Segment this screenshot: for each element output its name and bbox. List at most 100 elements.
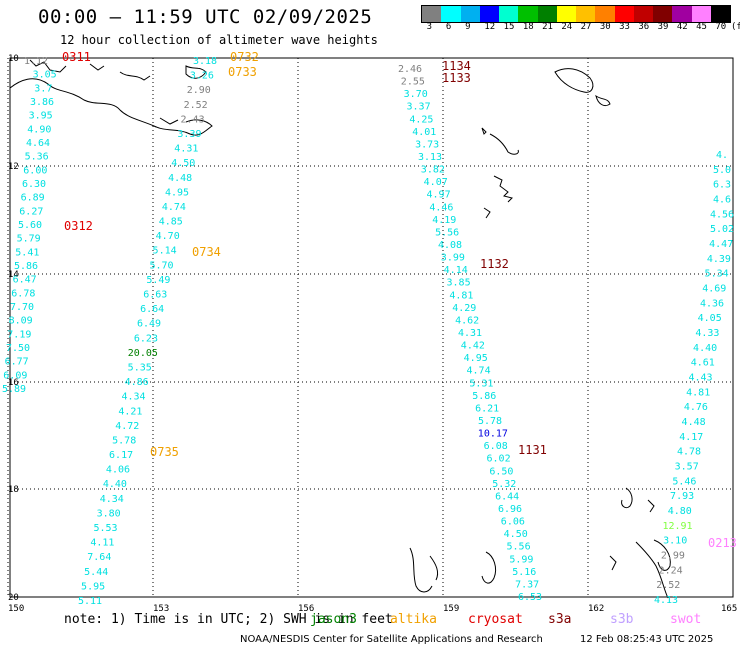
- colorbar-tick-label: 27: [580, 22, 592, 32]
- wave-height-value: 7.19: [7, 329, 31, 340]
- pass-time-label: 1131: [518, 443, 547, 457]
- wave-height-value: 6.27: [19, 206, 43, 217]
- wave-height-value: 5.78: [478, 416, 502, 427]
- island-coastline: [481, 551, 497, 584]
- colorbar-tick-label: 70: [715, 22, 727, 32]
- wave-height-value: 4.74: [162, 202, 186, 213]
- wave-height-value: 6.06: [501, 517, 525, 528]
- wave-height-value: 6.02: [487, 454, 511, 465]
- island-coastline: [483, 207, 491, 219]
- track-0732: 3.18 3.26 2.90 2.52 2.43 3.39 4.31 4.50 4.48 4.95…: [78, 56, 217, 607]
- longitude-label: 165: [721, 604, 737, 614]
- wave-height-value: 4.40: [693, 343, 717, 354]
- wave-height-value: 3.57: [675, 462, 699, 473]
- wave-height-value: 2.55: [401, 77, 425, 88]
- wave-height-value: 6.77: [5, 357, 29, 368]
- wave-height-value: 4.42: [461, 341, 485, 352]
- wave-height-colorbar: [421, 5, 731, 23]
- wave-height-value: 5.56: [435, 227, 459, 238]
- wave-height-value: 4.06: [106, 465, 130, 476]
- wave-height-value: 4.40: [103, 479, 127, 490]
- wave-height-value: 5.02: [710, 224, 734, 235]
- generated-timestamp: 12 Feb 08:25:43 UTC 2025: [580, 634, 714, 645]
- wave-height-value: 4.56: [710, 209, 734, 220]
- pass-time-label: 0732: [230, 50, 259, 64]
- wave-height-value: 5.34: [705, 269, 729, 280]
- wave-height-value: 4.76: [684, 402, 708, 413]
- wave-height-value: 3.26: [190, 71, 214, 82]
- wave-height-value: 6.30: [22, 179, 46, 190]
- wave-height-value: 6.53: [518, 592, 542, 603]
- wave-height-value: 7.50: [6, 343, 30, 354]
- latitude-label: 18: [8, 485, 19, 495]
- wave-height-value: 5.0: [713, 165, 731, 176]
- wave-height-value: 6.23: [134, 333, 158, 344]
- wave-height-value: 2.46: [398, 64, 422, 75]
- wave-height-value: 4.69: [702, 284, 726, 295]
- chart-title: 00:00 – 11:59 UTC 02/09/2025: [38, 6, 373, 28]
- wave-height-value: 4.07: [424, 177, 448, 188]
- wave-height-value: 5.11: [78, 596, 102, 607]
- wave-height-value: 4.46: [429, 202, 453, 213]
- wave-height-value: 5.89: [2, 384, 26, 395]
- colorbar-swatch: [441, 6, 461, 22]
- wave-height-value: 6.96: [498, 504, 522, 515]
- wave-height-value: 4.62: [455, 315, 479, 326]
- wave-height-value: 6.78: [11, 288, 35, 299]
- island-coastline: [159, 117, 179, 125]
- wave-height-value: 4.29: [452, 303, 476, 314]
- longitude-label: 162: [588, 604, 604, 614]
- wave-height-value: 4.25: [409, 114, 433, 125]
- legend-item-jason3: jason3: [310, 612, 357, 627]
- wave-height-value: 5.44: [84, 567, 108, 578]
- wave-height-value: 6.50: [489, 466, 513, 477]
- wave-height-value: 5.36: [25, 152, 49, 163]
- legend-item-s3a: s3a: [548, 612, 572, 627]
- latitude-label: 12: [8, 162, 19, 172]
- colorbar-swatch: [710, 6, 730, 22]
- wave-height-value: 6.49: [137, 319, 161, 330]
- pass-time-label: 0312: [64, 219, 93, 233]
- wave-height-value: 6.63: [143, 290, 167, 301]
- footer-note: note: 1) Time is in UTC; 2) SWH is in fe…: [64, 612, 393, 627]
- latitude-label: 14: [8, 270, 19, 280]
- wave-height-value: 4.05: [698, 313, 722, 324]
- island-coastline: [621, 487, 633, 509]
- island-coastline: [9, 78, 213, 136]
- colorbar-swatch: [691, 6, 711, 22]
- colorbar-tick-label: 18: [522, 22, 534, 32]
- wave-height-value: 3.13: [418, 152, 442, 163]
- pass-time-label: 0734: [192, 245, 221, 259]
- wave-height-value: 4.50: [171, 158, 195, 169]
- wave-height-value: 6.21: [475, 403, 499, 414]
- wave-height-value: 4.6: [713, 195, 731, 206]
- wave-height-value: 20.05: [128, 348, 158, 359]
- island-coastline: [409, 547, 433, 593]
- wave-height-value: 8.09: [9, 316, 33, 327]
- wave-height-value: 4.21: [118, 406, 142, 417]
- map-frame: [9, 57, 734, 598]
- island-coastline: [481, 127, 487, 135]
- wave-height-value: 6.09: [3, 370, 27, 381]
- wave-height-value: 4.80: [668, 506, 692, 517]
- wave-height-value: 12.91: [662, 521, 692, 532]
- wave-height-value: 4.50: [504, 529, 528, 540]
- wave-height-value: 2.43: [181, 114, 205, 125]
- colorbar-tick-label: 21: [542, 22, 553, 32]
- colorbar-swatch: [633, 6, 653, 22]
- colorbar-swatch: [576, 6, 596, 22]
- island-coastline: [609, 555, 617, 571]
- wave-height-value: 6.89: [21, 193, 45, 204]
- wave-height-value: 4.01: [412, 127, 436, 138]
- wave-height-value: 4.39: [707, 254, 731, 265]
- wave-height-value: 5.41: [15, 247, 39, 258]
- wave-height-value: 4.34: [100, 494, 124, 505]
- wave-height-value: 7.37: [515, 579, 539, 590]
- wave-height-value: 2.24: [659, 565, 683, 576]
- altimeter-tracks: 1.12 3.05 3.7 3.86 3.95 4.90 4.64 5.36 6.00 6.30 6…: [2, 56, 734, 607]
- wave-height-value: 10.17: [478, 429, 508, 440]
- wave-height-value: 2.52: [656, 580, 680, 591]
- colorbar-swatch: [537, 6, 557, 22]
